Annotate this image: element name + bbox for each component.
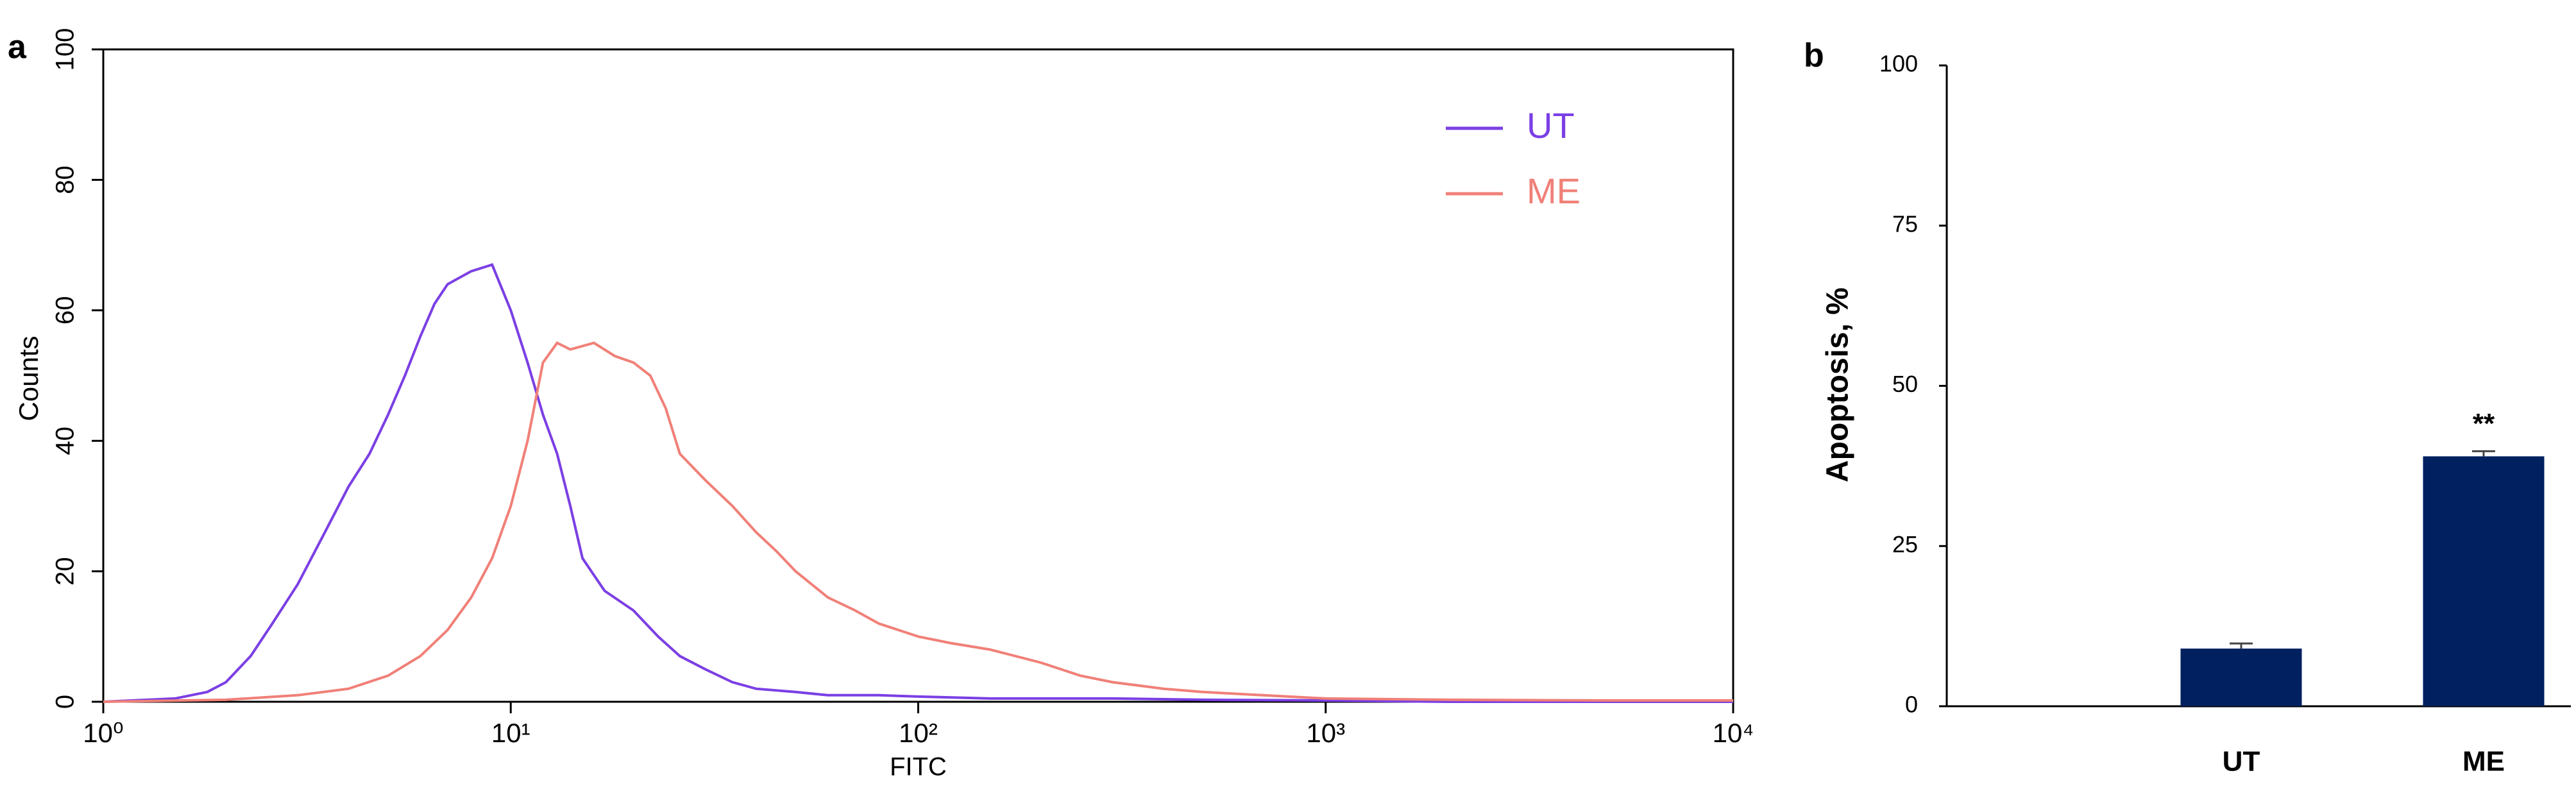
bar — [2180, 649, 2302, 706]
significance-label: ** — [2473, 408, 2495, 439]
bar — [2423, 456, 2545, 706]
y-tick-label: 25 — [1892, 531, 1918, 557]
x-tick-label: UT — [2223, 746, 2260, 777]
x-tick-label: 10⁴ — [1713, 718, 1754, 748]
y-tick-label: 80 — [51, 165, 80, 194]
error-bar — [2472, 450, 2495, 457]
series-line — [103, 341, 1733, 703]
x-tick-label: 10³ — [1306, 718, 1345, 748]
x-tick-label: 10² — [899, 718, 938, 748]
series-line — [103, 263, 1733, 703]
y-tick-label: 20 — [51, 557, 80, 586]
y-tick-label: 40 — [51, 427, 80, 455]
panel-label: a — [8, 29, 27, 66]
y-tick-label: 75 — [1892, 210, 1918, 237]
legend-label: ME — [1527, 171, 1580, 211]
y-tick-label: 100 — [51, 28, 80, 71]
x-tick-label: ME — [2462, 746, 2505, 777]
y-tick-label: 0 — [1905, 691, 1918, 718]
y-tick-label: 60 — [51, 296, 80, 325]
y-axis-label: Apoptosis, % — [1821, 287, 1855, 482]
error-bar — [2230, 642, 2253, 649]
y-tick-label: 50 — [1892, 371, 1918, 397]
x-axis-label: FITC — [890, 753, 947, 781]
plot-frame — [102, 48, 1734, 703]
y-tick-label: 0 — [51, 695, 80, 709]
y-axis-label: Counts — [13, 335, 44, 421]
y-tick-label: 100 — [1879, 51, 1918, 77]
x-tick-label: 10¹ — [491, 718, 530, 748]
x-tick-label: 10⁰ — [83, 718, 124, 748]
panel-label: b — [1804, 37, 1824, 74]
legend-label: UT — [1527, 105, 1575, 146]
